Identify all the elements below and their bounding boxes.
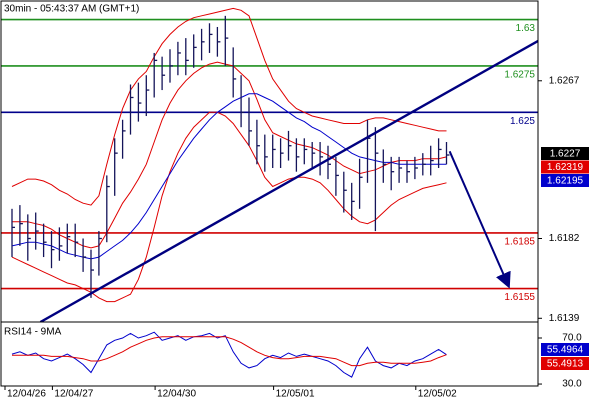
rsi-line [11, 331, 447, 378]
level-label: 1.6155 [504, 292, 535, 303]
rsi-frame [0, 321, 539, 387]
value-label: 55.4964 [547, 345, 584, 356]
trendline [39, 39, 538, 322]
indicator-line [11, 111, 447, 303]
x-tick-label: 12/04/30 [157, 389, 196, 400]
title-bg [2, 2, 150, 16]
forecast-arrow [448, 150, 511, 289]
x-tick-label: 12/05/01 [276, 389, 315, 400]
indicator-line [12, 61, 447, 249]
x-tick-label: 12/04/27 [54, 389, 93, 400]
level-label: 1.6185 [504, 237, 535, 248]
price-label-box [541, 147, 589, 160]
price-label-box [541, 174, 589, 187]
rsi-title-bg [2, 325, 68, 338]
y-tick-label: 1.6267 [549, 75, 580, 86]
rsi-panel [11, 331, 447, 378]
level-label: 1.6275 [504, 70, 535, 81]
x-tick-label: 12/04/26 [7, 389, 46, 400]
y-tick-label: 70.0 [562, 333, 582, 344]
level-label: 1.63 [516, 23, 536, 34]
price-label: 1.62319 [547, 162, 584, 173]
y-tick-label: 1.6182 [549, 233, 580, 244]
value-label-box [541, 343, 589, 356]
level-label: 1.625 [510, 116, 535, 127]
price-label: 1.62195 [547, 176, 584, 187]
x-tick-label: 12/05/02 [418, 389, 457, 400]
overlay: 1.6267 1.6182 1.6139 70.0 30.0 12/04/26 12/04/… [4, 75, 589, 400]
rsi-line [12, 336, 447, 367]
rsi-title: RSI14 - 9MA [4, 327, 62, 338]
value-label-box [541, 357, 589, 370]
price-label: 1.6227 [550, 149, 581, 160]
y-tick-label: 30.0 [562, 379, 582, 390]
y-tick-label: 1.6139 [549, 313, 580, 324]
value-label: 55.4913 [547, 359, 584, 370]
indicator-line [11, 7, 447, 206]
price-label-box [541, 160, 589, 174]
chart-title: 30min - 05:43:37 AM (GMT+1) [4, 4, 139, 15]
price-panel: 1.63 1.6275 1.625 1.6185 1.6155 [1, 7, 538, 322]
